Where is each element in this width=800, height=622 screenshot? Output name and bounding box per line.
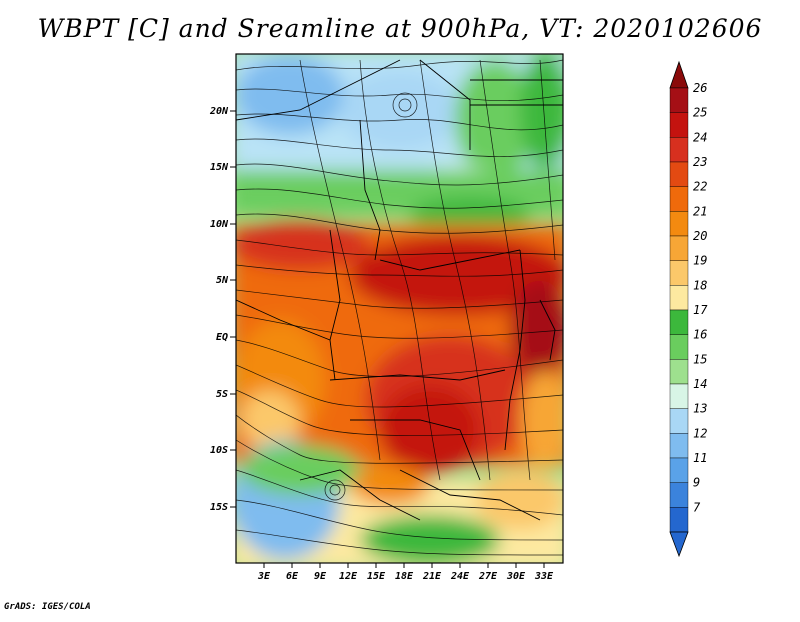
lon-tick-label: 30E — [506, 571, 526, 582]
lat-tick-label: 5S — [216, 389, 228, 400]
colorbar-cell — [669, 285, 689, 311]
colorbar-label: 9 — [693, 476, 700, 490]
colorbar-label: 14 — [693, 377, 707, 391]
colorbar-cell — [669, 309, 689, 335]
colorbar-label: 20 — [693, 229, 707, 243]
lon-tick-label: 12E — [339, 571, 358, 582]
colorbar-cell — [669, 161, 689, 187]
colorbar-cell — [669, 211, 689, 237]
colorbar-cell — [669, 457, 689, 483]
colorbar-cell — [669, 112, 689, 138]
lon-tick-label: 18E — [395, 571, 414, 582]
chart-title: WBPT [C] and Sreamline at 900hPa, VT: 20… — [37, 14, 763, 43]
colorbar-cell — [669, 334, 689, 360]
colorbar-cell — [669, 507, 689, 533]
colorbar-cell — [669, 137, 689, 163]
lat-tick-label: 15N — [210, 162, 229, 173]
lat-tick-label: 15S — [210, 502, 228, 513]
colorbar-label: 22 — [693, 180, 707, 194]
colorbar-cell — [669, 235, 689, 261]
lat-tick-label: 10N — [210, 219, 229, 230]
colorbar-label: 26 — [693, 81, 707, 95]
lat-tick-label: EQ — [216, 332, 228, 343]
lon-tick-label: 3E — [257, 571, 271, 582]
wbpt-shading — [236, 54, 563, 563]
streamlines — [236, 59, 563, 556]
colorbar-label: 25 — [693, 106, 707, 120]
colorbar-cell — [669, 408, 689, 434]
colorbar-label: 23 — [693, 155, 707, 169]
colorbar-cell — [669, 359, 689, 385]
lat-axis: 20N 15N 10N 5N EQ 5S 10S 15S — [209, 106, 236, 513]
colorbar-label: 24 — [693, 130, 707, 144]
lon-tick-label: 24E — [450, 571, 470, 582]
colorbar-bottom-arrow — [669, 531, 689, 558]
colorbar-cell — [669, 186, 689, 212]
map-frame — [235, 53, 564, 564]
colorbar-cell — [669, 87, 689, 113]
colorbar: 26 25 24 23 22 21 20 19 18 17 16 15 14 13 12 11 9 7 — [669, 60, 708, 558]
lat-tick-label: 10S — [210, 445, 228, 456]
lon-axis: 3E 6E 9E 12E 15E 18E 21E 24E 27E 30E 33E — [257, 563, 554, 582]
lon-tick-label: 6E — [286, 571, 299, 582]
colorbar-label: 13 — [693, 402, 707, 416]
lon-tick-label: 33E — [534, 571, 554, 582]
country-borders — [236, 59, 563, 521]
colorbar-cell — [669, 260, 689, 286]
lon-tick-label: 27E — [478, 571, 498, 582]
colorbar-cell — [669, 482, 689, 508]
colorbar-label: 17 — [693, 303, 708, 317]
lat-tick-label: 5N — [216, 275, 229, 286]
grads-footer: GrADS: IGES/COLA — [4, 602, 91, 612]
colorbar-label: 15 — [693, 352, 707, 366]
colorbar-label: 12 — [693, 426, 707, 440]
colorbar-label: 11 — [693, 451, 707, 465]
colorbar-label: 16 — [693, 328, 707, 342]
lon-tick-label: 9E — [314, 571, 327, 582]
colorbar-top-arrow — [669, 60, 689, 89]
lon-tick-label: 15E — [367, 571, 386, 582]
colorbar-cell — [669, 433, 689, 459]
colorbar-label: 7 — [693, 500, 701, 514]
lon-tick-label: 21E — [422, 571, 442, 582]
lat-tick-label: 20N — [209, 106, 229, 117]
colorbar-label: 21 — [693, 204, 707, 218]
colorbar-label: 18 — [693, 278, 707, 292]
colorbar-label: 19 — [693, 254, 707, 268]
colorbar-cell — [669, 383, 689, 409]
